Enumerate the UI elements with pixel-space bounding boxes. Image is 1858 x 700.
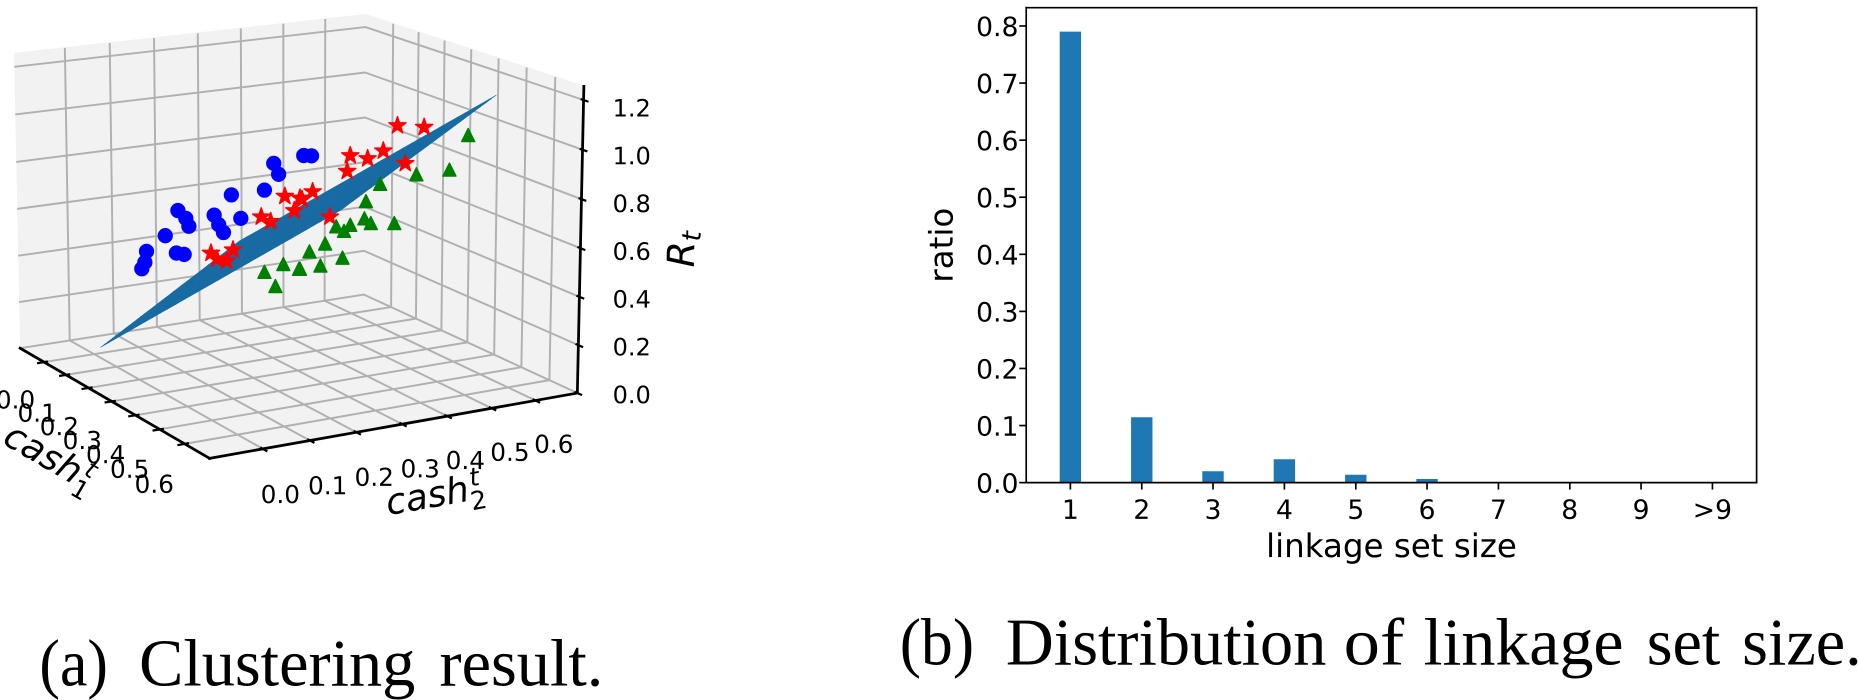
svg-text:linkage: linkage <box>1424 607 1624 680</box>
svg-text:set: set <box>1647 607 1721 680</box>
svg-text:(b): (b) <box>900 607 974 680</box>
svg-text:Clustering: Clustering <box>139 628 415 700</box>
svg-text:Distribution: Distribution <box>1006 607 1326 680</box>
svg-text:size.: size. <box>1742 607 1858 680</box>
svg-text:of: of <box>1344 607 1406 680</box>
svg-text:result.: result. <box>440 628 604 700</box>
svg-text:(a): (a) <box>39 628 108 700</box>
